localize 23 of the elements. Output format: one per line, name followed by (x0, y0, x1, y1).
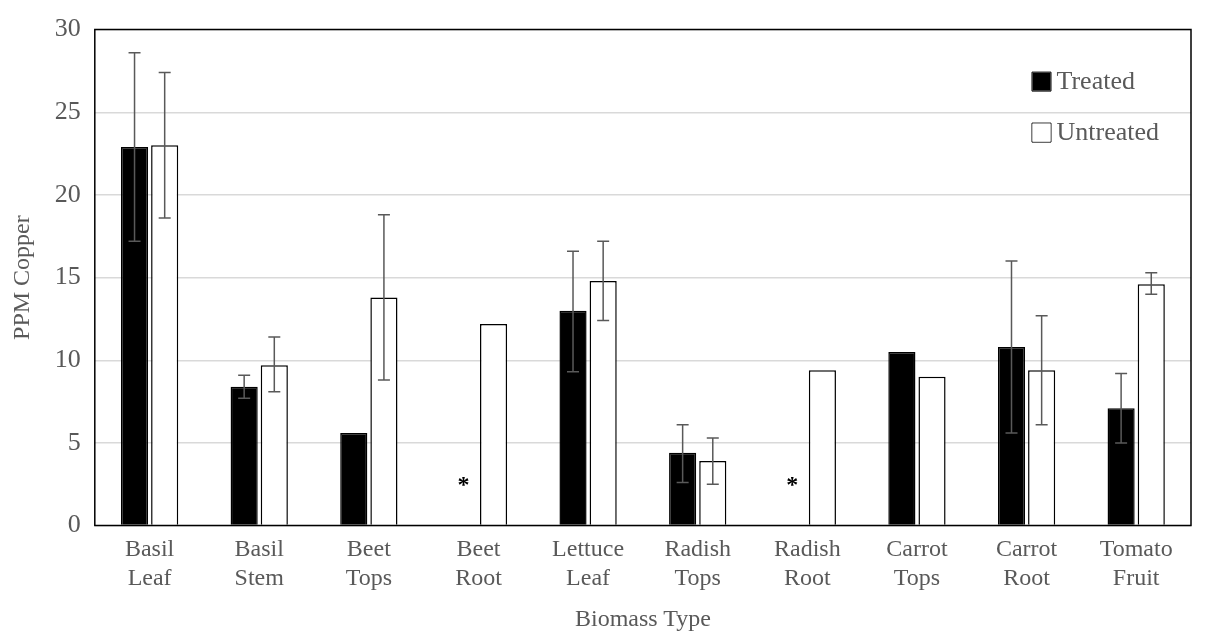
x-tick-label: Beet Tops (345, 535, 393, 591)
y-tick-label: 30 (54, 13, 81, 43)
x-tick-label: Beet Root (455, 535, 503, 591)
x-tick-label: Carrot Tops (886, 535, 948, 591)
y-tick-label: 15 (54, 261, 81, 291)
y-tick-label: 25 (54, 96, 81, 126)
annotation: * (457, 470, 470, 497)
y-tick-label: 0 (67, 509, 81, 539)
y-axis-title: PPM Copper (7, 215, 34, 340)
legend-label: Untreated (1056, 117, 1160, 147)
x-tick-label: Carrot Root (995, 535, 1058, 591)
legend-label: Treated (1056, 66, 1135, 96)
annotation: * (786, 470, 799, 497)
y-tick-label: 5 (67, 426, 81, 456)
x-axis-title: Biomass Type (574, 604, 711, 631)
y-tick-label: 20 (54, 178, 81, 208)
x-tick-label: Tomato Fruit (1099, 535, 1173, 591)
x-tick-label: Lettuce Leaf (552, 535, 625, 591)
x-tick-label: Basil Stem (234, 535, 285, 591)
x-tick-label: Radish Root (773, 535, 841, 591)
x-tick-label: Basil Leaf (124, 535, 175, 591)
x-tick-label: Radish Tops (664, 535, 732, 591)
y-tick-label: 10 (54, 344, 81, 374)
